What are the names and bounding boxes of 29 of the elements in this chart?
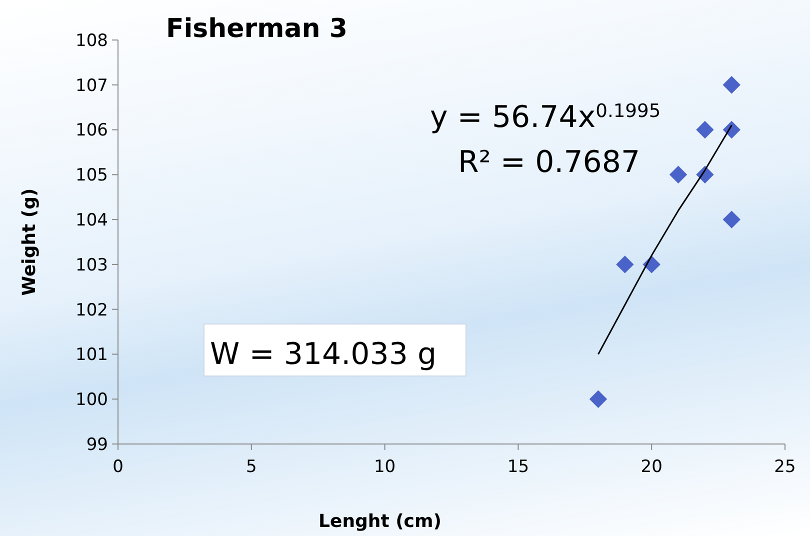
point xyxy=(722,120,740,139)
x-tick-label: 20 xyxy=(640,457,662,477)
y-tick-label: 107 xyxy=(76,76,108,96)
annotation: W = 314.033 g xyxy=(210,337,437,372)
point xyxy=(722,76,740,94)
x-tick-label: 0 xyxy=(112,457,124,477)
y-tick-label: 106 xyxy=(76,120,108,141)
point xyxy=(589,390,608,408)
x-tick-label: 15 xyxy=(507,457,530,477)
x-tick-label: 25 xyxy=(774,457,796,477)
point xyxy=(616,256,634,274)
annotation: R² = 0.7687 xyxy=(458,145,640,180)
x-tick-label: 10 xyxy=(374,457,396,477)
chart-title: Fisherman 3 xyxy=(166,14,348,44)
y-axis-title: Weight (g) xyxy=(19,188,40,296)
x-tick-label: 5 xyxy=(246,457,257,477)
y-tick-label: 104 xyxy=(76,210,108,231)
point xyxy=(696,120,714,139)
y-tick-label: 100 xyxy=(76,390,108,410)
y-tick-label: 102 xyxy=(76,300,108,320)
y-tick-label: 103 xyxy=(76,255,108,276)
y-tick-label: 99 xyxy=(86,434,108,455)
annotation: y = 56.74x$^{0.1995}$ xyxy=(430,100,661,135)
y-tick-label: 108 xyxy=(76,30,108,51)
point xyxy=(669,166,688,184)
x-axis-title: Lenght (cm) xyxy=(318,511,442,532)
y-tick-label: 105 xyxy=(76,166,108,186)
point xyxy=(722,210,740,228)
y-tick-label: 101 xyxy=(76,345,108,366)
